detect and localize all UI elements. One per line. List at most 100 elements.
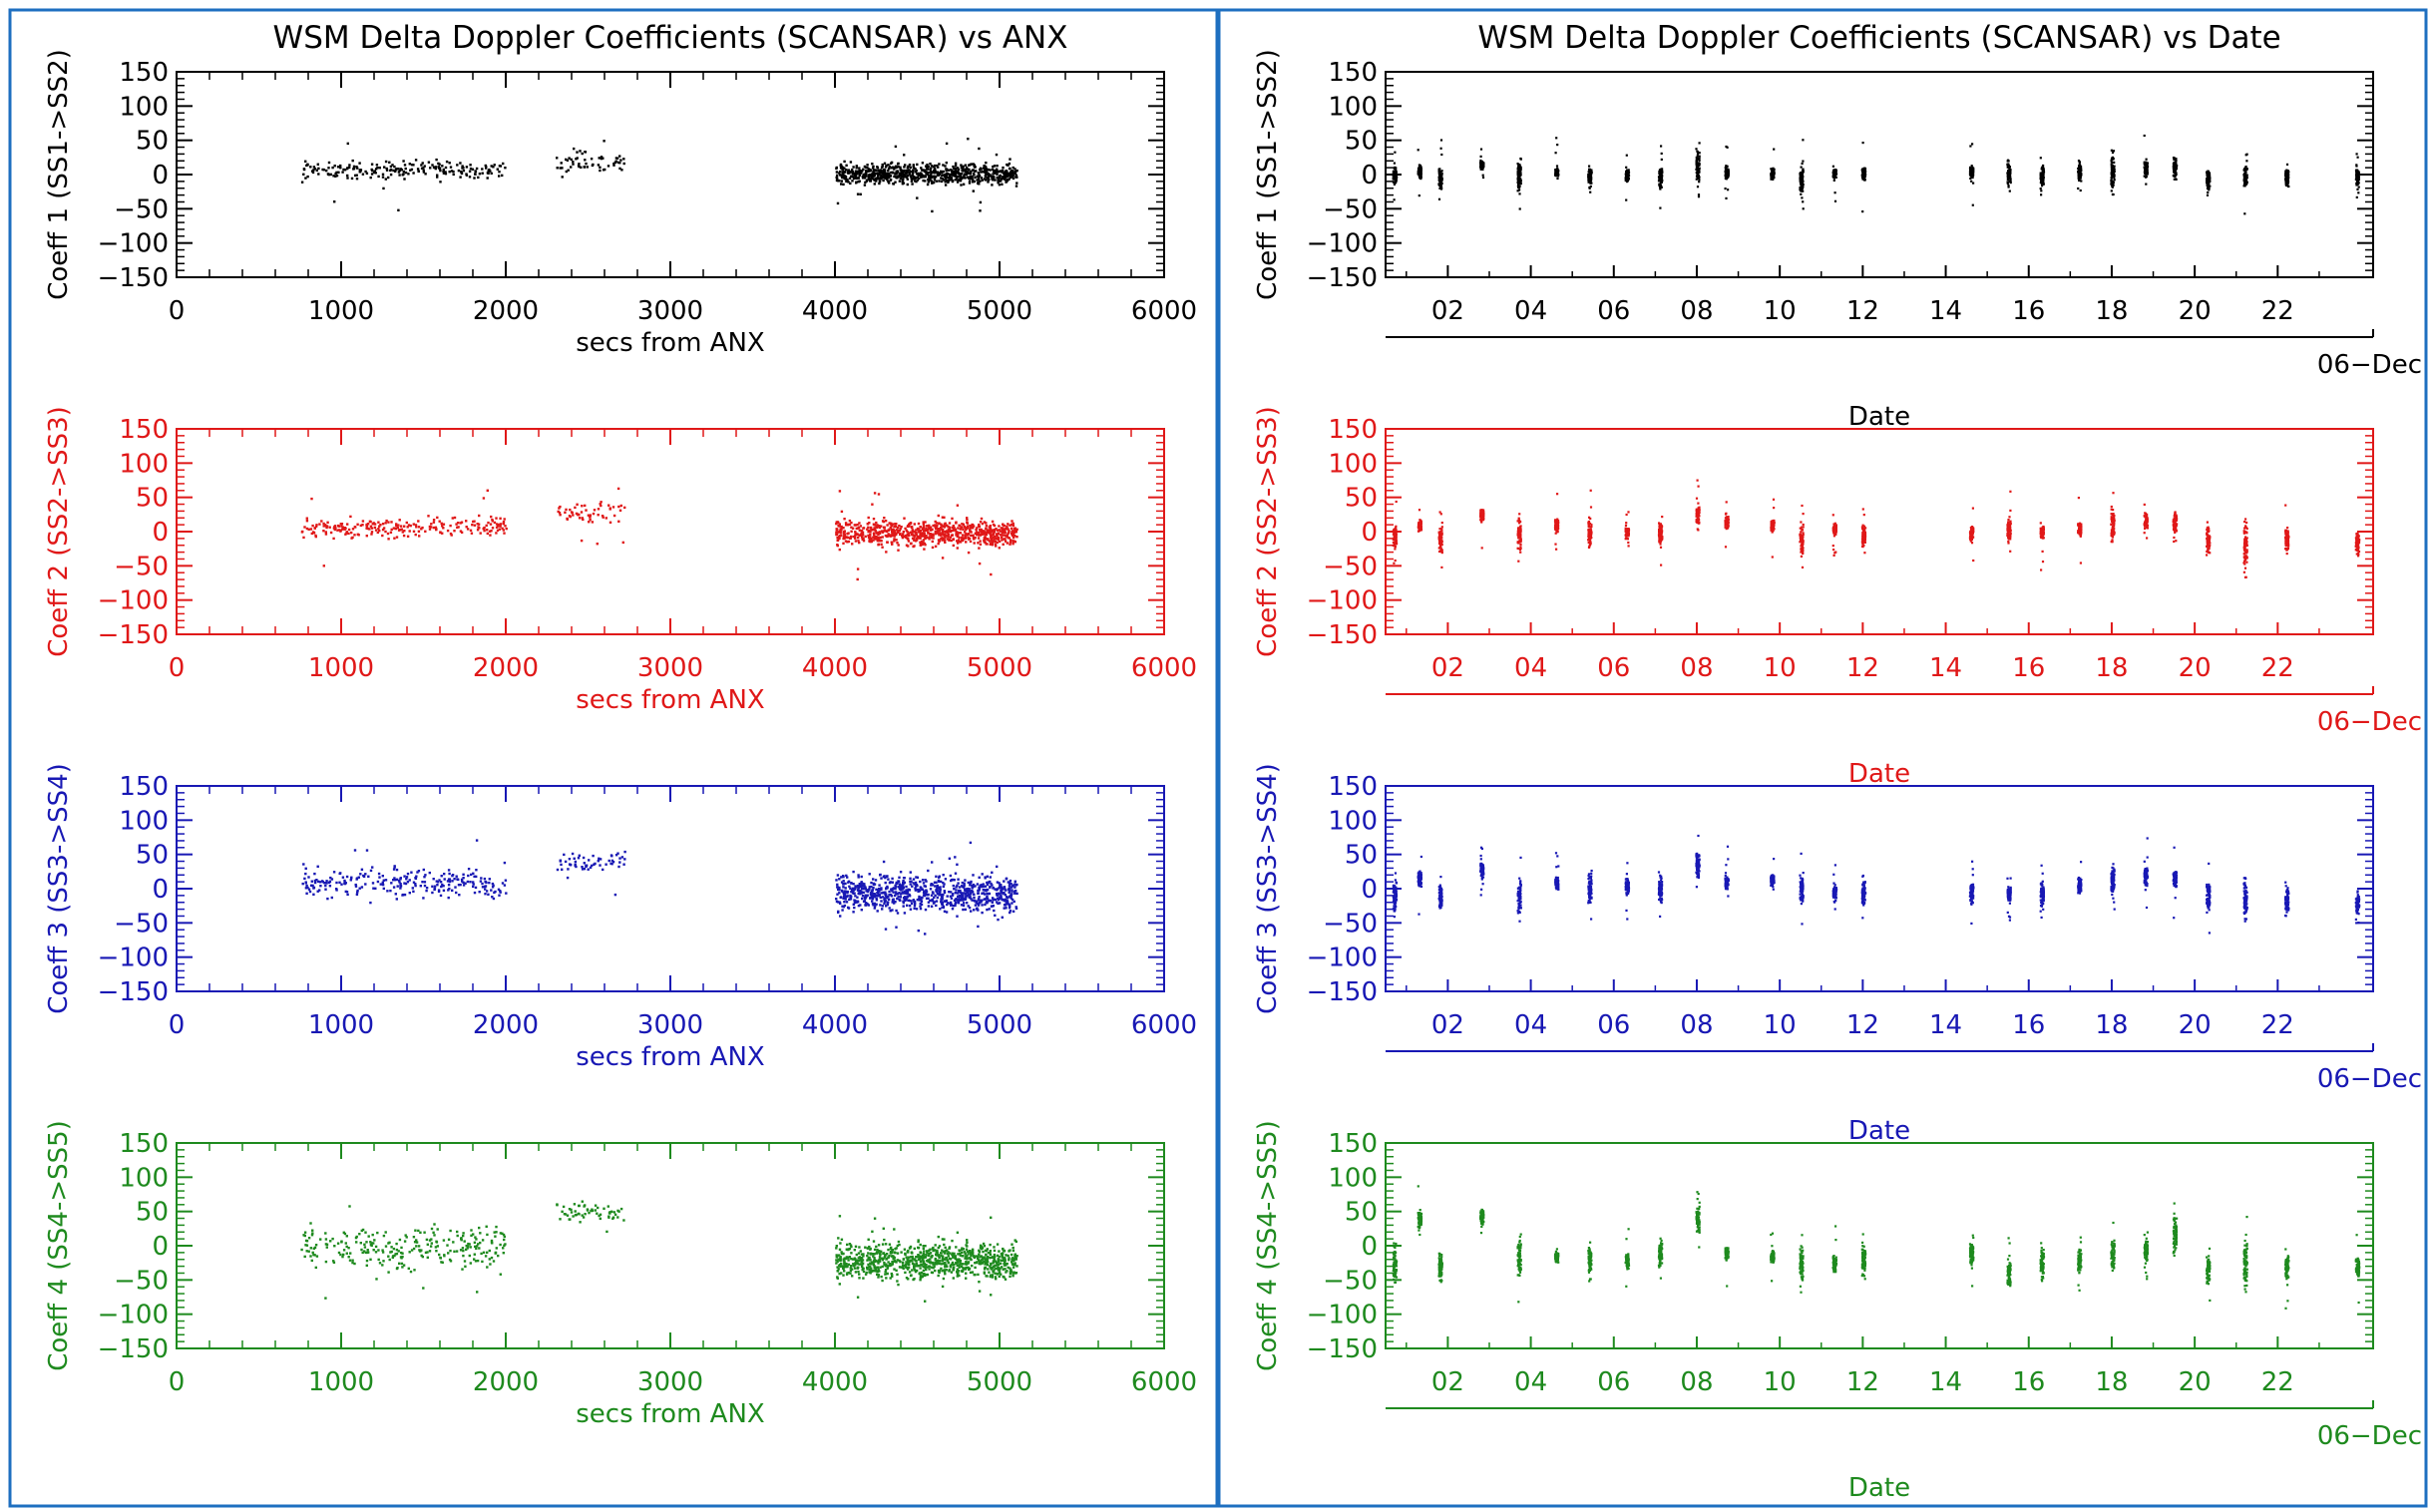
data-point: [384, 160, 388, 164]
data-point: [930, 1271, 934, 1274]
data-point: [884, 520, 888, 523]
data-point: [862, 887, 865, 891]
data-point: [424, 530, 427, 533]
data-point: [419, 1250, 422, 1253]
data-point: [927, 901, 931, 904]
data-point: [887, 534, 890, 538]
data-point: [943, 534, 946, 537]
data-point: [369, 1241, 372, 1244]
data-point: [987, 900, 991, 903]
data-point: [885, 164, 888, 168]
data-point: [964, 168, 967, 172]
data-point: [955, 889, 958, 892]
data-point: [966, 1239, 969, 1242]
data-point: [1015, 536, 1018, 539]
data-point: [936, 164, 939, 168]
data-point: [879, 1266, 882, 1269]
data-point: [872, 1255, 875, 1258]
data-point: [896, 1280, 899, 1283]
data-point: [324, 1260, 328, 1264]
data-point: [965, 1272, 968, 1275]
data-point: [977, 925, 980, 929]
data-point: [357, 876, 360, 879]
data-point: [856, 1296, 860, 1299]
data-point: [945, 175, 949, 178]
data-point: [358, 1233, 361, 1236]
data-point: [493, 164, 496, 167]
data-point: [850, 1245, 853, 1249]
data-point: [388, 1258, 391, 1262]
data-point: [889, 175, 892, 178]
data-point: [951, 517, 954, 521]
data-point: [387, 1242, 390, 1245]
data-point: [338, 881, 341, 884]
data-point: [996, 534, 999, 538]
data-point: [613, 161, 616, 165]
data-point: [919, 907, 923, 911]
data-point: [936, 532, 940, 535]
data-point: [899, 884, 902, 887]
data-point: [954, 1256, 957, 1259]
data-point: [892, 183, 895, 186]
data-point: [623, 506, 626, 510]
data-point: [488, 878, 491, 881]
data-point: [946, 895, 949, 898]
data-point: [922, 521, 925, 524]
data-point: [440, 522, 443, 525]
data-point: [920, 532, 923, 535]
data-point: [892, 1258, 895, 1261]
data-point: [966, 168, 970, 171]
data-point: [928, 171, 931, 175]
data-point: [957, 535, 960, 538]
data-point: [890, 171, 893, 175]
data-point: [914, 540, 918, 543]
data-point: [906, 895, 909, 898]
data-point: [303, 1234, 306, 1238]
data-point: [872, 518, 876, 521]
data-point: [980, 901, 983, 904]
data-point: [886, 903, 890, 907]
y-tick-label: −100: [98, 1301, 169, 1330]
data-point: [894, 525, 898, 529]
data-point: [848, 1256, 851, 1259]
data-point: [885, 905, 888, 908]
data-point: [957, 170, 960, 173]
data-point: [927, 905, 931, 908]
data-point: [364, 170, 367, 174]
data-point: [859, 1250, 862, 1253]
data-point: [989, 1257, 992, 1260]
data-point: [493, 1231, 496, 1234]
data-point: [885, 1277, 888, 1280]
data-point: [565, 508, 568, 512]
data-point: [386, 532, 390, 536]
data-point: [903, 166, 906, 169]
data-point: [410, 871, 413, 874]
data-point: [866, 523, 870, 526]
data-point: [335, 881, 338, 885]
data-point: [950, 897, 954, 900]
data-point: [577, 1212, 581, 1216]
data-point: [346, 142, 349, 146]
data-point: [899, 532, 902, 536]
data-point: [315, 169, 318, 172]
data-point: [901, 536, 905, 540]
data-point: [897, 880, 901, 884]
data-point: [932, 1263, 935, 1266]
data-point: [891, 171, 894, 175]
data-point: [327, 161, 331, 165]
data-point: [608, 521, 612, 524]
data-point: [462, 873, 465, 876]
data-point: [502, 523, 506, 526]
left-frame: [8, 8, 1219, 1508]
x-tick-label: 0: [169, 1367, 186, 1397]
data-point: [843, 901, 846, 904]
data-point: [969, 170, 972, 174]
data-point: [339, 529, 342, 532]
data-point: [967, 172, 970, 175]
data-point: [990, 1262, 993, 1266]
data-point: [1015, 892, 1018, 896]
data-point: [934, 1244, 937, 1247]
data-point: [456, 878, 459, 881]
data-point: [977, 537, 981, 540]
data-point: [453, 516, 457, 520]
